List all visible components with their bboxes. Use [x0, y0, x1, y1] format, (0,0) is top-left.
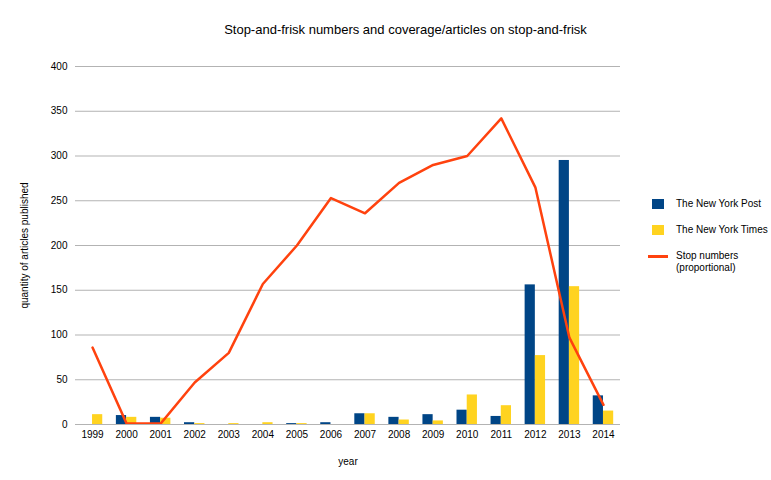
- svg-text:2010: 2010: [456, 429, 479, 440]
- svg-text:2009: 2009: [422, 429, 445, 440]
- svg-text:2002: 2002: [184, 429, 207, 440]
- svg-text:50: 50: [56, 374, 68, 385]
- svg-text:2011: 2011: [491, 429, 513, 440]
- svg-text:300: 300: [51, 150, 68, 161]
- svg-text:1999: 1999: [81, 429, 104, 440]
- html-text:The New York Times: The New York Times: [676, 224, 768, 235]
- svg-text:year: year: [338, 456, 358, 467]
- svg-text:400: 400: [51, 61, 68, 72]
- svg-text:2007: 2007: [354, 429, 377, 440]
- html-text:The New York Post: The New York Post: [676, 198, 761, 209]
- svg-text:2001: 2001: [150, 429, 173, 440]
- svg-text:2012: 2012: [524, 429, 547, 440]
- svg-text:2003: 2003: [218, 429, 241, 440]
- svg-text:2013: 2013: [558, 429, 581, 440]
- svg-text:100: 100: [51, 329, 68, 340]
- svg-text:0: 0: [62, 419, 68, 430]
- svg-text:quantity of articles published: quantity of articles published: [19, 182, 30, 308]
- svg-text:2006: 2006: [320, 429, 343, 440]
- svg-text:2008: 2008: [388, 429, 411, 440]
- svg-text:250: 250: [51, 195, 68, 206]
- svg-text:2004: 2004: [252, 429, 275, 440]
- html-text:Stop numbers (proportional): Stop numbers (proportional): [676, 250, 739, 273]
- svg-text:2000: 2000: [115, 429, 138, 440]
- svg-text:2005: 2005: [286, 429, 309, 440]
- svg-text:350: 350: [51, 105, 68, 116]
- svg-text:2014: 2014: [592, 429, 615, 440]
- svg-text:200: 200: [51, 240, 68, 251]
- svg-text:150: 150: [51, 284, 68, 295]
- html-text:Stop-and-frisk numbers and cov: Stop-and-frisk numbers and coverage/arti…: [224, 22, 587, 37]
